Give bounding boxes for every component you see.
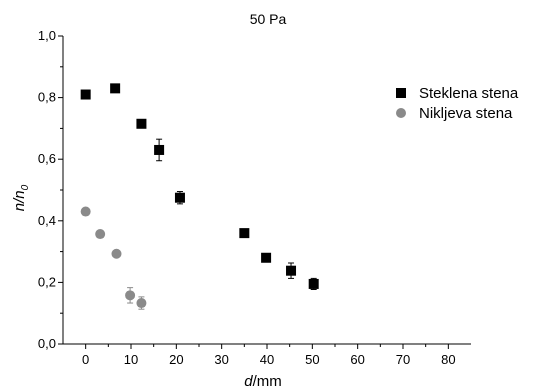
data-point-steklena [308,278,319,289]
legend-label-nikljeva: Nikljeva stena [419,105,513,122]
data-point-steklena [174,192,185,203]
axis-ticks: 0 10 20 30 40 50 60 70 80 0,0 0,2 0,4 0,6 0,8 1,0 [38,28,456,367]
data-point-nikljeva [136,298,147,309]
legend-marker-nikljeva [396,108,406,118]
svg-text:n/n0: n/n0 [11,184,31,211]
data-point-steklena [136,118,147,129]
y-tick-label: 0,2 [38,274,56,289]
y-axis-label-main: n/n [11,190,28,211]
x-axis-label-variable: d [244,373,253,390]
chart-title: 50 Pa [250,11,287,27]
plot-area [80,83,319,310]
y-axis-label: n/n0 [11,184,31,211]
data-point-nikljeva [95,229,106,240]
legend-marker-steklena [396,88,406,98]
x-tick-label: 80 [441,352,455,367]
data-point-steklena [239,228,250,239]
x-tick-label: 30 [214,352,228,367]
y-tick-label: 1,0 [38,28,56,43]
x-tick-label: 0 [82,352,89,367]
x-tick-label: 70 [396,352,410,367]
legend: Steklena stena Nikljeva stena [396,85,519,122]
x-axis-label: d/mm [244,373,282,390]
y-axis-label-subscript: 0 [20,184,31,190]
x-tick-label: 60 [350,352,364,367]
x-tick-label: 40 [260,352,274,367]
y-tick-label: 0,4 [38,213,56,228]
data-point-steklena [154,144,165,155]
data-point-steklena [110,83,121,94]
x-tick-label: 50 [305,352,319,367]
data-point-nikljeva [80,206,91,217]
y-tick-label: 0,6 [38,151,56,166]
data-point-steklena [286,265,297,276]
data-point-steklena [261,252,272,263]
data-point-nikljeva [125,290,136,301]
legend-label-steklena: Steklena stena [419,85,519,102]
data-point-nikljeva [111,248,122,259]
data-point-steklena [80,89,91,100]
y-tick-label: 0,0 [38,336,56,351]
x-tick-label: 20 [169,352,183,367]
x-axis-label-unit: /mm [253,373,282,390]
x-tick-label: 10 [124,352,138,367]
y-tick-label: 0,8 [38,90,56,105]
